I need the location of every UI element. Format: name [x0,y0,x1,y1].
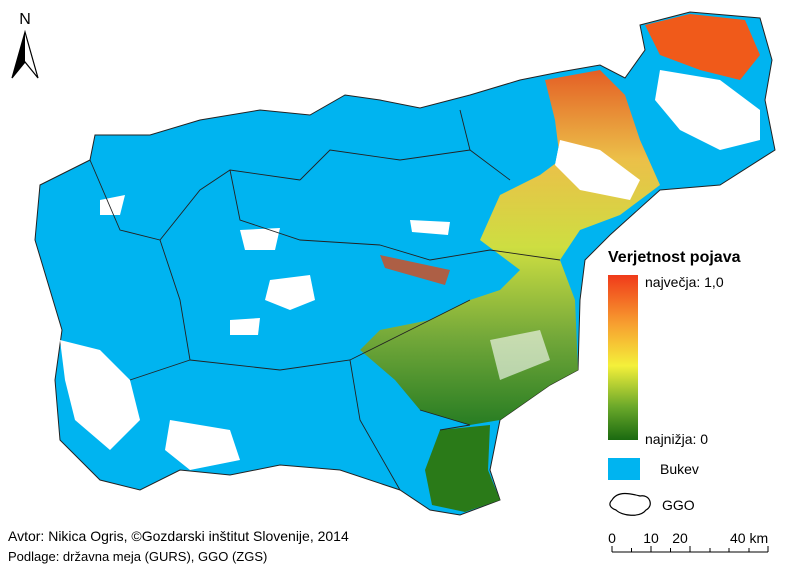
region-borders [89,109,561,491]
legend-title: Verjetnost pojava [608,249,741,266]
scale-label: 20 [672,530,688,546]
legend-region: GGO [662,497,695,513]
legend-beech-swatch [608,458,640,480]
scale-label: 40 km [730,530,768,546]
credits-author: Avtor: Nikica Ogris, ©Gozdarski inštitut… [8,528,349,544]
scale-bar [611,546,769,553]
credits-sources: Podlage: državna meja (GURS), GGO (ZGS) [8,549,267,564]
north-label: N [19,11,31,28]
legend-region-swatch [609,492,651,516]
scale-label: 10 [643,530,659,546]
legend-gradient [608,275,638,440]
probability-areas [360,14,760,512]
legend-max: največja: 1,0 [645,274,724,290]
legend-min: najnižja: 0 [645,431,708,447]
legend-beech: Bukev [660,461,699,477]
north-arrow-half [12,32,25,78]
scale-label: 0 [608,530,616,546]
